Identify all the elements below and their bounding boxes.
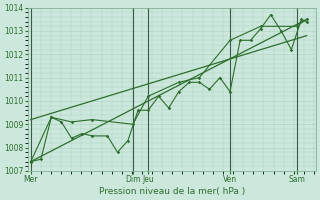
X-axis label: Pression niveau de la mer( hPa ): Pression niveau de la mer( hPa ) — [99, 187, 245, 196]
